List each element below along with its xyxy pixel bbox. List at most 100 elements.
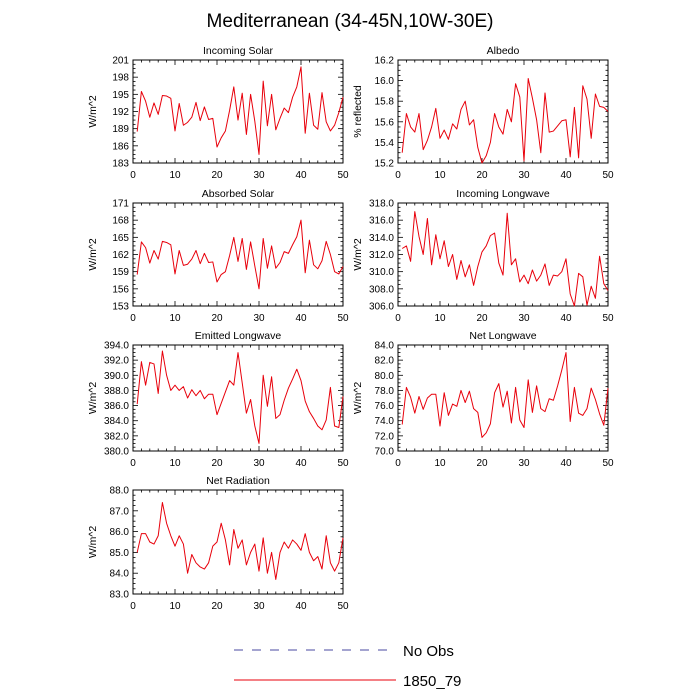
y-tick-label: 16.0 [375,76,395,87]
y-tick-label: 390.0 [104,371,129,382]
y-tick-label: 78.0 [375,386,395,397]
x-tick-label: 0 [130,601,136,612]
y-tick-label: 312.0 [369,250,394,261]
x-tick-label: 30 [253,170,265,181]
y-tick-label: 165 [112,233,129,244]
x-tick-label: 20 [211,313,223,324]
x-tick-label: 40 [295,170,307,181]
y-tick-label: 156 [112,284,129,295]
y-tick-label: 201 [112,56,129,67]
y-tick-label: 70.0 [375,447,395,458]
series-line-1850-79 [136,219,344,290]
x-tick-label: 10 [169,458,181,469]
x-tick-label: 50 [337,458,349,469]
y-tick-label: 382.0 [104,431,129,442]
y-tick-label: 87.0 [110,506,130,517]
x-tick-label: 20 [476,170,488,181]
y-axis-label: W/m^2 [87,382,99,415]
panel-title: Net Radiation [206,475,270,487]
y-tick-label: 153 [112,302,129,313]
y-tick-label: 15.2 [375,159,395,170]
y-tick-label: 168 [112,216,129,227]
y-tick-label: 189 [112,124,129,135]
x-tick-label: 30 [253,601,265,612]
legend: No Obs 1850_79 [234,643,461,690]
y-tick-label: 198 [112,73,129,84]
y-axis-label: W/m^2 [352,382,364,415]
series-line-1850-79 [401,211,609,307]
x-tick-label: 50 [602,170,614,181]
y-tick-label: 16.2 [375,56,395,67]
plot-frame [132,489,344,595]
panel-title: Incoming Solar [203,45,274,57]
x-tick-label: 10 [169,170,181,181]
x-tick-label: 30 [518,170,530,181]
panels: Incoming Solar W/m^2 0 10 20 30 40 50 183 186 189 1… [87,45,614,612]
y-axis-label: % reflected [352,85,364,138]
panel-title: Incoming Longwave [456,188,550,200]
y-tick-label: 84.0 [110,569,130,580]
x-tick-label: 50 [337,170,349,181]
y-axis-label: W/m^2 [352,238,364,271]
y-tick-label: 318.0 [369,199,394,210]
y-tick-label: 85.0 [110,548,130,559]
y-tick-label: 159 [112,267,129,278]
y-tick-label: 74.0 [375,416,395,427]
figure-title: Mediterranean (34-45N,10W-30E) [207,11,494,32]
x-tick-label: 50 [337,313,349,324]
x-tick-label: 0 [130,458,136,469]
x-tick-label: 0 [130,313,136,324]
legend-label-1: No Obs [403,643,454,660]
series-line-1850-79 [136,501,344,580]
y-tick-label: 195 [112,90,129,101]
y-tick-label: 83.0 [110,590,130,601]
plot-frame [397,59,609,164]
x-tick-label: 0 [395,458,401,469]
y-tick-label: 15.8 [375,97,395,108]
chart-panel-2: Albedo % reflected 0 10 20 30 40 50 15.2 15.4 15.6… [352,45,614,181]
x-tick-label: 20 [211,458,223,469]
x-tick-label: 40 [295,313,307,324]
chart-panel-3: Absorbed Solar W/m^2 0 10 20 30 40 50 153 156 159 1… [87,188,349,324]
x-tick-label: 40 [560,458,572,469]
y-axis-label: W/m^2 [87,238,99,271]
x-tick-label: 50 [337,601,349,612]
y-axis-label: W/m^2 [87,95,99,128]
x-tick-label: 10 [169,313,181,324]
x-tick-label: 10 [434,313,446,324]
x-tick-label: 10 [169,601,181,612]
y-tick-label: 394.0 [104,341,129,352]
y-tick-label: 88.0 [110,486,130,497]
chart-panel-6: Net Longwave W/m^2 0 10 20 30 40 50 70.0 72.0 74.0… [352,330,614,469]
y-tick-label: 80.0 [375,371,395,382]
chart-panel-5: Emitted Longwave W/m^2 0 10 20 30 40 50 380.0 382… [87,330,349,469]
y-tick-label: 384.0 [104,416,129,427]
x-tick-label: 40 [560,313,572,324]
y-tick-label: 308.0 [369,284,394,295]
y-tick-label: 171 [112,199,129,210]
x-tick-label: 50 [602,313,614,324]
x-tick-label: 40 [295,458,307,469]
y-tick-label: 183 [112,159,129,170]
y-tick-label: 76.0 [375,401,395,412]
x-tick-label: 0 [395,170,401,181]
legend-label-2: 1850_79 [403,673,461,690]
y-tick-label: 84.0 [375,341,395,352]
x-tick-label: 30 [518,458,530,469]
x-tick-label: 50 [602,458,614,469]
series-line-1850-79 [401,352,609,438]
y-tick-label: 386.0 [104,401,129,412]
x-tick-label: 30 [253,458,265,469]
y-tick-label: 86.0 [110,527,130,538]
panel-title: Net Longwave [469,330,536,342]
y-tick-label: 310.0 [369,267,394,278]
y-axis-label: W/m^2 [87,526,99,559]
x-tick-label: 0 [130,170,136,181]
series-line-1850-79 [136,350,344,444]
y-tick-label: 306.0 [369,302,394,313]
y-tick-label: 186 [112,141,129,152]
y-tick-label: 15.6 [375,117,395,128]
y-tick-label: 388.0 [104,386,129,397]
x-tick-label: 30 [518,313,530,324]
